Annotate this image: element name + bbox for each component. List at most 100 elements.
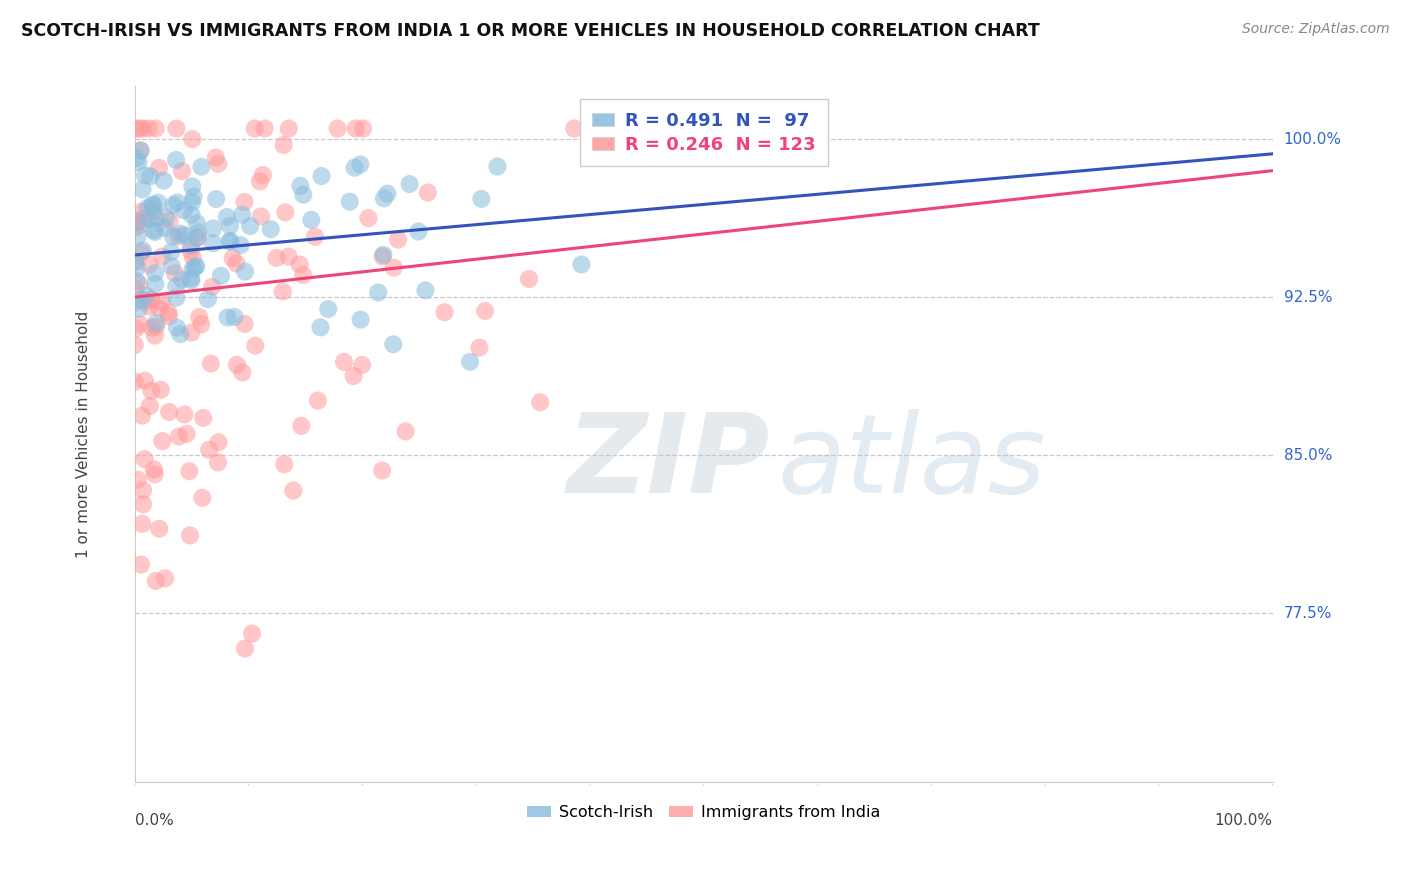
Point [277,250,299,264]
Point [382,260,405,275]
Point [124,254,146,268]
Point [179,464,201,478]
Point [190,317,212,331]
Point [128,121,150,136]
Point [143,277,166,291]
Point [253,121,276,136]
Point [165,279,187,293]
Point [143,328,166,343]
Point [202,221,225,235]
Point [215,210,238,224]
Point [180,273,202,287]
Point [252,168,274,182]
Point [181,261,204,276]
Point [207,435,229,450]
Point [125,121,148,136]
Point [245,339,267,353]
Point [408,224,430,238]
Point [132,244,155,258]
Point [343,161,366,175]
Point [283,483,305,498]
Point [141,320,163,334]
Point [165,153,187,167]
Point [166,320,188,334]
Point [138,121,160,136]
Point [233,317,256,331]
Point [562,121,585,136]
Point [131,182,153,196]
Text: ZIP: ZIP [567,409,770,516]
Point [367,285,389,300]
Point [186,259,208,273]
Point [165,121,187,136]
Point [307,393,329,408]
Text: atlas: atlas [778,409,1046,516]
Point [127,215,149,229]
Point [148,301,170,315]
Point [173,203,195,218]
Point [180,238,202,252]
Point [333,355,356,369]
Point [304,229,326,244]
Point [165,291,187,305]
Point [233,194,256,209]
Point [249,174,271,188]
Point [163,266,186,280]
Point [382,337,405,351]
Point [517,272,540,286]
Point [260,222,283,236]
Point [143,467,166,482]
Point [125,151,148,165]
Point [176,426,198,441]
Point [131,516,153,531]
Point [197,292,219,306]
Point [162,198,184,212]
Text: 92.5%: 92.5% [1284,290,1333,305]
Point [129,318,152,332]
Point [266,251,288,265]
Point [131,293,153,307]
Point [157,309,180,323]
Point [129,558,152,572]
Point [352,121,374,136]
Point [225,358,247,372]
Point [145,121,167,136]
Point [145,319,167,334]
Point [127,473,149,487]
Point [124,338,146,352]
Point [193,411,215,425]
Point [373,191,395,205]
Point [343,369,366,384]
Text: SCOTCH-IRISH VS IMMIGRANTS FROM INDIA 1 OR MORE VEHICLES IN HOUSEHOLD CORRELATIO: SCOTCH-IRISH VS IMMIGRANTS FROM INDIA 1 … [21,22,1040,40]
Point [139,399,162,413]
Point [131,121,153,136]
Point [229,238,252,252]
Point [141,384,163,398]
Point [571,257,593,271]
Point [170,272,193,286]
Point [150,250,173,264]
Point [131,204,153,219]
Point [124,295,146,310]
Point [136,201,159,215]
Point [339,194,361,209]
Point [180,208,202,222]
Point [271,285,294,299]
Point [152,174,174,188]
Point [187,230,209,244]
Point [124,255,146,269]
Point [186,216,208,230]
Point [486,160,509,174]
Legend: Scotch-Irish, Immigrants from India: Scotch-Irish, Immigrants from India [520,798,887,826]
Text: 100.0%: 100.0% [1284,131,1341,146]
Point [243,121,266,136]
Point [169,227,191,241]
Point [231,366,253,380]
Point [129,144,152,158]
Point [127,228,149,243]
Point [132,497,155,511]
Point [207,455,229,469]
Point [352,358,374,372]
Point [179,244,201,258]
Point [134,452,156,467]
